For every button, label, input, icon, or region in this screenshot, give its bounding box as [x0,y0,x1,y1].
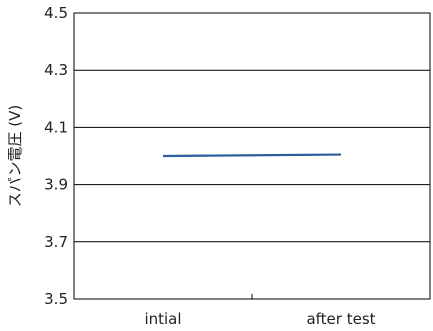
y-tick-labels: 3.5 3.7 3.9 4.1 4.3 4.5 [44,4,68,308]
grid-layer [74,69,430,243]
series-layer [162,153,342,158]
x-tick-label: intial [144,310,181,328]
y-tick-label: 3.7 [44,233,68,251]
y-tick-label: 4.5 [44,4,68,22]
y-axis-title: スパン電圧 (V) [6,105,24,207]
y-tick-label: 3.5 [44,290,68,308]
x-tick-labels: intial after test [144,294,376,328]
x-tick-label: after test [306,310,375,328]
y-tick-label: 4.3 [44,61,68,79]
series-line [162,153,342,158]
y-tick-label: 3.9 [44,176,68,194]
y-tick-label: 4.1 [44,118,68,136]
